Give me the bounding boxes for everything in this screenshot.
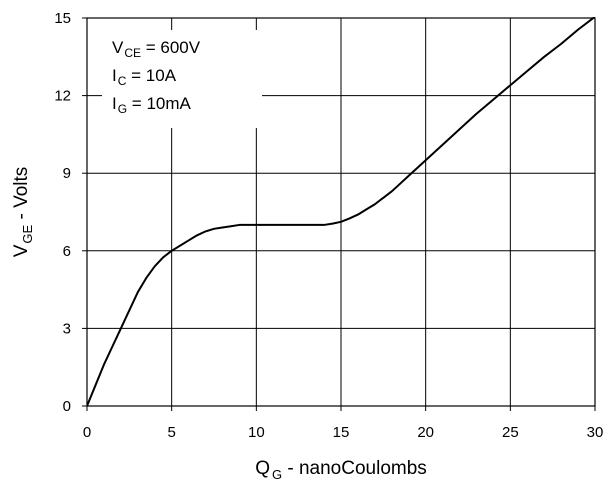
y-tick-label-2: 6	[63, 243, 71, 260]
x-axis-label-main: Q	[255, 458, 270, 479]
y-axis-label: VGE - Volts	[11, 167, 35, 258]
x-tick-label-3: 15	[333, 424, 350, 441]
tick-layer: 0 5 10 15 20 25 30 0 3 6 9 12 15	[54, 10, 603, 441]
y-axis-label-sub: GE	[20, 224, 35, 243]
annotation-main-1: I	[112, 66, 117, 85]
y-axis-label-main: V	[11, 244, 32, 257]
annotation-line-0: VCE = 600V	[112, 38, 201, 60]
y-axis-label-rest: - Volts	[11, 167, 32, 225]
x-tick-label-1: 5	[167, 424, 175, 441]
annotation-sub-1: C	[118, 74, 127, 88]
annotation-rest-2: = 10mA	[127, 94, 191, 113]
y-tick-label-5: 15	[54, 10, 71, 27]
x-axis-label-rest: - nanoCoulombs	[282, 458, 427, 479]
annotation-rest-0: = 600V	[141, 38, 201, 57]
x-axis-label-sub: G	[272, 467, 282, 482]
annotation-main-0: V	[112, 38, 124, 57]
x-tick-label-2: 10	[248, 424, 265, 441]
series-line-0	[87, 17, 595, 407]
curve-layer	[87, 17, 595, 407]
y-tick-label-0: 0	[63, 398, 71, 415]
annotation-background	[102, 30, 262, 128]
annotation-line-2: IG = 10mA	[112, 94, 192, 116]
y-tick-label-3: 9	[63, 165, 71, 182]
y-tick-label-4: 12	[54, 88, 71, 105]
y-tick-label-1: 3	[63, 320, 71, 337]
annotation-sub-2: G	[118, 102, 127, 116]
annotation-rest-1: = 10A	[126, 66, 176, 85]
x-tick-label-4: 20	[417, 424, 434, 441]
annotation-line-1: IC = 10A	[112, 66, 177, 88]
x-tick-label-6: 30	[587, 424, 604, 441]
annotation-main-2: I	[112, 94, 117, 113]
annotation-sub-0: CE	[124, 46, 141, 60]
x-tick-label-0: 0	[83, 424, 91, 441]
x-tick-label-5: 25	[502, 424, 519, 441]
